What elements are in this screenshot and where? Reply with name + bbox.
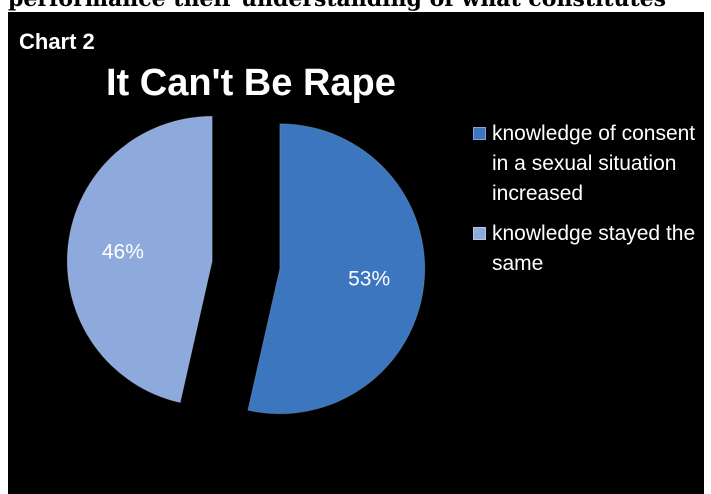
legend-swatch-increased — [473, 127, 486, 140]
legend-item-increased: knowledge of consent in a sexual situati… — [473, 119, 703, 209]
chart-title: It Can't Be Rape — [106, 62, 396, 104]
legend-label-increased: knowledge of consent in a sexual situati… — [492, 122, 696, 205]
chart-legend: knowledge of consent in a sexual situati… — [473, 119, 703, 289]
pie-slice-same — [66, 115, 213, 404]
legend-label-same: knowledge stayed the same — [492, 222, 696, 275]
legend-item-same: knowledge stayed the same — [473, 219, 703, 279]
document-text-line: performance their understanding of what … — [8, 0, 666, 12]
pie-label-same: 46% — [102, 240, 144, 263]
legend-swatch-same — [473, 227, 486, 240]
chart-number: Chart 2 — [19, 29, 95, 54]
pie-chart: 53% 46% — [66, 115, 426, 415]
chart-panel: Chart 2 It Can't Be Rape 53% 46% knowledg… — [8, 12, 704, 494]
pie-slice-increased — [247, 123, 426, 415]
pie-label-increased: 53% — [348, 268, 390, 291]
